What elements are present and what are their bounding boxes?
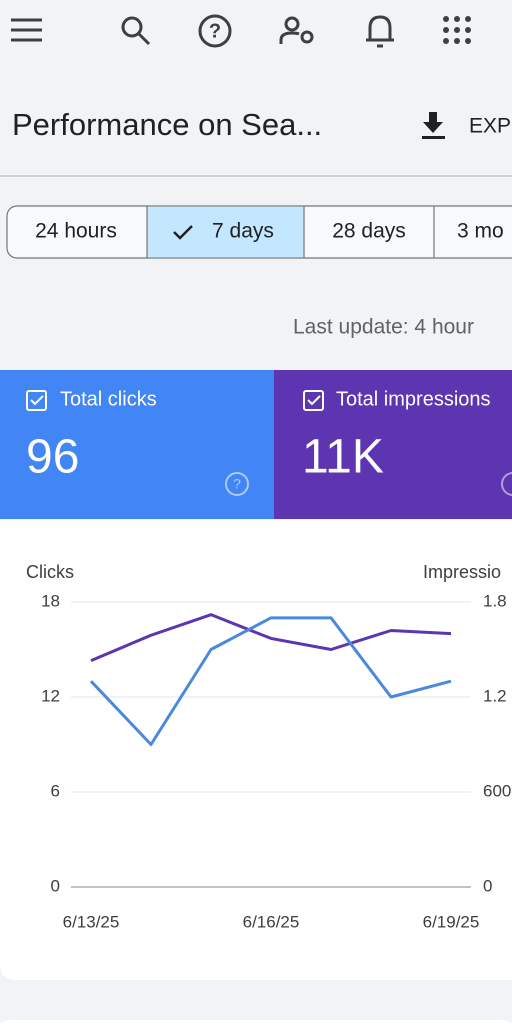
x-tick-label: 6/16/25 — [243, 912, 300, 931]
search-icon[interactable] — [121, 16, 151, 46]
y2-tick-label: 1.8 — [483, 591, 507, 610]
menu-icon[interactable] — [11, 18, 42, 42]
y2-axis-title: Impressio — [423, 562, 501, 582]
page-title: Performance on Sea... — [12, 107, 322, 142]
range-selected-bg — [147, 206, 304, 258]
account-settings-icon[interactable] — [279, 16, 314, 44]
card-help-icon[interactable]: ? — [225, 472, 249, 496]
range-option[interactable]: 7 days — [212, 220, 274, 243]
y-tick-label: 18 — [41, 591, 60, 610]
checkbox-tick — [307, 395, 321, 406]
y-tick-label: 6 — [51, 781, 60, 800]
chart-card — [0, 520, 512, 980]
help-icon[interactable]: ? — [198, 14, 232, 48]
series-line — [90, 613, 452, 662]
range-option[interactable]: 24 hours — [35, 220, 117, 243]
series-line — [89, 616, 452, 746]
last-update: Last update: 4 hour — [293, 316, 474, 339]
export-button[interactable]: EXP — [469, 115, 511, 138]
x-tick-label: 6/13/25 — [63, 912, 120, 931]
download-icon[interactable] — [422, 112, 445, 139]
apps-icon[interactable] — [443, 16, 471, 44]
y-tick-label: 12 — [41, 686, 60, 705]
checkbox-tick — [30, 395, 44, 406]
x-tick-label: 6/19/25 — [423, 912, 480, 931]
checkbox[interactable] — [303, 390, 324, 411]
notifications-icon[interactable] — [366, 15, 394, 48]
y2-tick-label: 0 — [483, 876, 492, 895]
range-option[interactable]: 3 mo — [457, 220, 504, 243]
y2-tick-label: 1.2 — [483, 686, 507, 705]
card-help-icon[interactable] — [501, 472, 512, 496]
check-icon — [173, 225, 193, 240]
range-option[interactable]: 28 days — [332, 220, 406, 243]
card-value: 11K — [302, 431, 384, 484]
card-label: Total impressions — [336, 388, 491, 410]
card-label: Total clicks — [60, 388, 157, 410]
checkbox[interactable] — [26, 390, 47, 411]
y-tick-label: 0 — [51, 876, 60, 895]
impressions-card[interactable] — [274, 370, 512, 519]
y-axis-title: Clicks — [26, 562, 74, 582]
svg-text:?: ? — [233, 476, 241, 492]
card-value: 96 — [26, 431, 79, 484]
next-card — [0, 1020, 512, 1024]
y2-tick-label: 600 — [483, 781, 511, 800]
svg-text:?: ? — [209, 20, 221, 42]
